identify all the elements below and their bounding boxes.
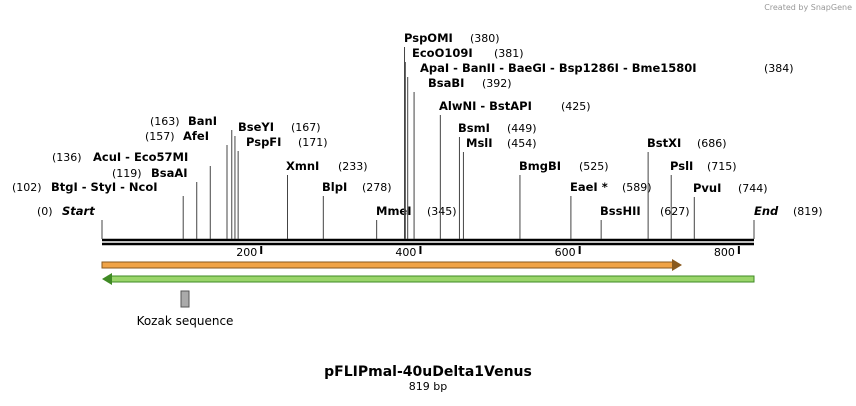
site-position: (454) <box>507 137 537 150</box>
site-name: MslI <box>466 136 493 150</box>
site-name: EaeI * <box>570 180 608 194</box>
site-name: AcuI - Eco57MI <box>93 150 188 164</box>
credit: Created by SnapGene <box>764 3 852 12</box>
site-position: (449) <box>507 122 537 135</box>
feature-label: Kozak sequence <box>137 314 234 328</box>
site-name: BstXI <box>647 136 681 150</box>
site-position: (278) <box>362 181 392 194</box>
feature-forward-head <box>672 259 682 271</box>
site-name: AfeI <box>183 129 209 143</box>
site-position: (384) <box>764 62 794 75</box>
site-position: (233) <box>338 160 368 173</box>
site-position: (381) <box>494 47 524 60</box>
kozak-box <box>180 290 190 308</box>
site-name: BsmI <box>458 121 490 135</box>
site-position: (744) <box>738 182 768 195</box>
feature-reverse <box>107 275 755 283</box>
ruler-label: 600 <box>555 246 576 259</box>
site-position: (157) <box>145 130 175 143</box>
site-position: (167) <box>291 121 321 134</box>
site-position: (715) <box>707 160 737 173</box>
site-name: End <box>754 204 779 218</box>
site-position: (136) <box>52 151 82 164</box>
site-position: (0) <box>37 205 53 218</box>
site-position: (102) <box>12 181 42 194</box>
site-name: PslI <box>670 159 693 173</box>
site-position: (819) <box>793 205 823 218</box>
site-position: (163) <box>150 115 180 128</box>
site-name: BtgI - StyI - NcoI <box>51 180 158 194</box>
site-name: BmgBI <box>519 159 561 173</box>
site-position: (425) <box>561 100 591 113</box>
site-position: (380) <box>470 32 500 45</box>
ruler-label: 800 <box>714 246 735 259</box>
site-name: BlpI <box>322 180 347 194</box>
site-name: BssHII <box>600 204 641 218</box>
site-name: BsaAI <box>151 166 188 180</box>
site-position: (392) <box>482 77 512 90</box>
feature-reverse-head <box>102 273 112 285</box>
site-position: (686) <box>697 137 727 150</box>
site-name: Start <box>62 204 95 218</box>
site-name: AlwNI - BstAPI <box>439 99 532 113</box>
map-title: pFLIPmal-40uDelta1Venus <box>324 364 532 380</box>
site-name: PspOMI <box>404 31 453 45</box>
site-position: (589) <box>622 181 652 194</box>
site-name: BseYI <box>238 120 274 134</box>
site-name: BanI <box>188 114 217 128</box>
site-name: ApaI - BanII - BaeGI - Bsp1286I - Bme158… <box>420 61 697 75</box>
site-position: (119) <box>112 167 142 180</box>
ruler-label: 200 <box>236 246 257 259</box>
site-position: (345) <box>427 205 457 218</box>
site-name: EcoO109I <box>412 46 473 60</box>
site-name: PvuI <box>693 181 721 195</box>
feature-forward <box>101 261 677 269</box>
site-position: (627) <box>660 205 690 218</box>
site-name: MmeI <box>376 204 412 218</box>
site-position: (171) <box>298 136 328 149</box>
site-name: PspFI <box>246 135 281 149</box>
site-name: XmnI <box>286 159 319 173</box>
site-name: BsaBI <box>428 76 464 90</box>
ruler-label: 400 <box>395 246 416 259</box>
length-label: 819 bp <box>409 380 447 393</box>
site-position: (525) <box>579 160 609 173</box>
